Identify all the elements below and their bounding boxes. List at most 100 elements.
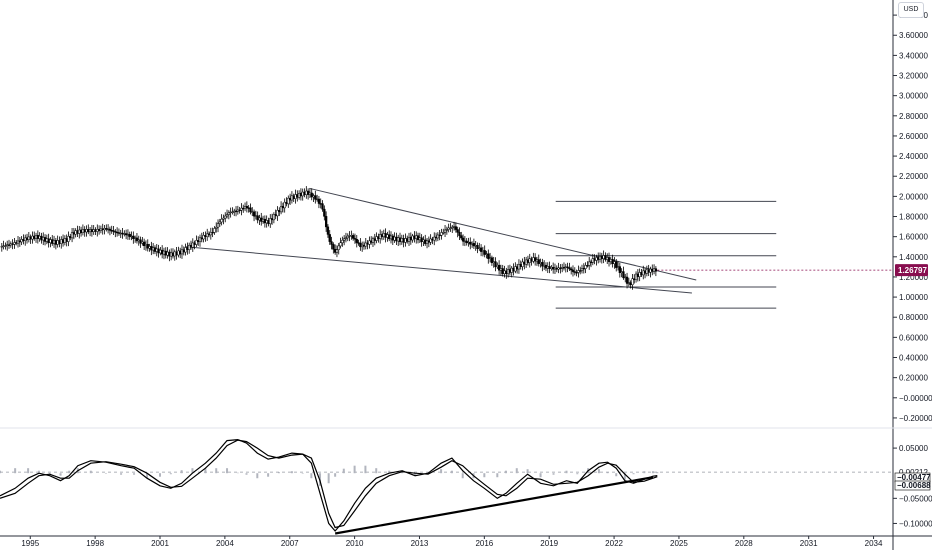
candle-body [362, 244, 366, 247]
currency-label: USD [903, 6, 919, 13]
candle [166, 247, 169, 259]
candle-body [375, 236, 378, 241]
candle-body [20, 239, 23, 243]
candle-body [631, 278, 634, 286]
candle [487, 249, 490, 264]
candle-body [254, 215, 258, 217]
last-price-label: 1.26797 [898, 266, 927, 275]
candle-body [144, 243, 148, 247]
candle-body [634, 273, 638, 280]
histogram-bar [133, 473, 136, 475]
candle-body [427, 240, 430, 243]
candle-body [559, 267, 562, 269]
candle-body [515, 266, 519, 270]
candle [604, 252, 607, 262]
candle [496, 262, 499, 269]
candle-body [607, 257, 611, 262]
currency-button[interactable]: USD [898, 2, 924, 18]
candle-body [279, 206, 283, 213]
candle [269, 214, 272, 228]
candle [652, 264, 656, 275]
candle-body [418, 237, 421, 241]
candle-body [189, 244, 193, 248]
candle-body [265, 220, 268, 224]
candle [620, 268, 623, 278]
candle-body [215, 226, 218, 229]
candle [92, 225, 95, 235]
candle [251, 207, 254, 217]
candle-body [384, 233, 387, 238]
candle [229, 207, 232, 218]
histogram-bar [353, 465, 356, 474]
candle-body [218, 221, 221, 224]
candle [328, 230, 331, 245]
candle [370, 236, 373, 245]
time-tick-label: 2031 [800, 539, 818, 548]
candle-body [643, 270, 647, 274]
candle [6, 240, 9, 251]
candle-body [87, 229, 90, 233]
candle-body [90, 229, 94, 232]
candle [188, 242, 191, 254]
candle [206, 228, 209, 241]
histogram-bar [68, 470, 71, 474]
candle-body [478, 247, 481, 249]
candle-body [292, 195, 295, 199]
candle-body [407, 236, 411, 242]
candle-body [469, 241, 472, 245]
price-tick-label: 3.20000 [899, 72, 928, 81]
candle [506, 265, 510, 278]
candle [198, 234, 202, 247]
candle [314, 190, 317, 204]
candle-body [296, 194, 299, 198]
candle-body [361, 244, 364, 248]
price-tick-label: 2.00000 [899, 192, 928, 201]
candle [371, 236, 375, 248]
candle-body [397, 237, 400, 242]
candle-body [409, 236, 412, 241]
candle [478, 242, 481, 251]
candle [97, 225, 101, 235]
candle [562, 262, 566, 271]
candle-body [544, 264, 548, 269]
candle [238, 206, 241, 214]
candle-body [555, 267, 558, 270]
candle [407, 232, 411, 246]
candle [186, 242, 189, 255]
osc-zero-label: 0.00212 [899, 468, 928, 477]
candle-body [94, 229, 97, 232]
candle-body [389, 235, 393, 240]
candle-body [99, 228, 103, 231]
candle-body [598, 256, 602, 260]
time-tick-label: 2001 [151, 539, 169, 548]
histogram-bar [180, 470, 183, 474]
candle [346, 233, 349, 242]
candle [470, 241, 474, 248]
price-tick-label: 1.60000 [899, 233, 928, 242]
candle [602, 250, 605, 264]
candle-body [245, 206, 249, 208]
candle [640, 269, 643, 277]
candle [552, 262, 555, 274]
candle [36, 230, 39, 244]
candle-body [523, 261, 526, 265]
candle-body [141, 241, 144, 244]
candle [550, 265, 553, 271]
candle-body [103, 228, 106, 231]
candle-body [234, 210, 238, 213]
candle-body [472, 243, 476, 247]
last-price-badge [895, 264, 928, 277]
candle [433, 232, 436, 246]
candle-body [597, 257, 600, 260]
candle-body [591, 258, 594, 263]
candle-body [611, 259, 614, 264]
candle [580, 264, 584, 274]
candle-body [263, 218, 267, 224]
candle-body [476, 245, 479, 249]
candle [157, 244, 160, 258]
candle [409, 232, 412, 245]
candle [258, 214, 261, 225]
candle [312, 193, 315, 202]
candle [233, 208, 236, 217]
